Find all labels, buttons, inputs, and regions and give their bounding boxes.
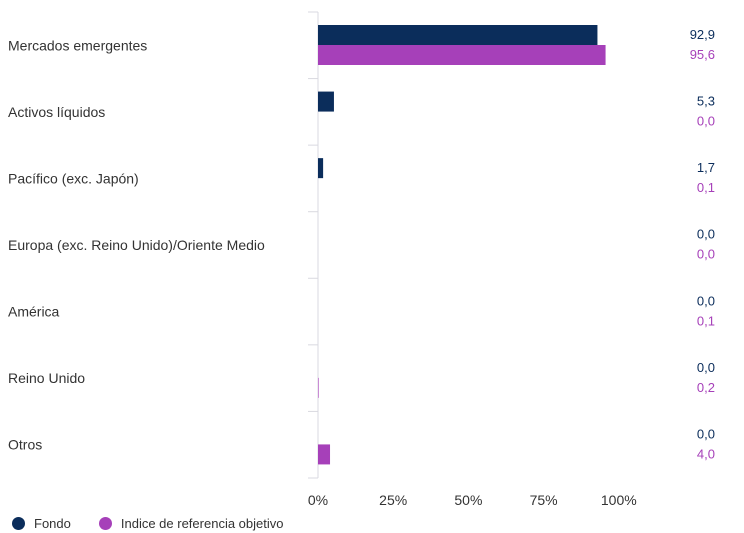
value-labels: 92,9 95,6 5,3 0,0 1,7 0,1 0,0 0,0 0,0 0,1 0,0 0,2 0,… (690, 27, 715, 461)
bar-fondo[interactable] (318, 25, 598, 45)
x-axis-ticks: 0% 25% 50% 75% 100% (308, 492, 637, 508)
value-label-fondo: 5,3 (697, 94, 715, 109)
x-tick-label: 75% (530, 492, 558, 508)
x-tick-label: 0% (308, 492, 328, 508)
x-tick-label: 50% (454, 492, 482, 508)
legend-swatch-fondo (12, 517, 25, 530)
legend-swatch-indice (98, 517, 112, 530)
value-label-indice: 0,0 (697, 247, 715, 262)
value-label-fondo: 92,9 (690, 27, 715, 42)
category-label: América (8, 304, 60, 320)
bar-indice[interactable] (318, 45, 606, 65)
value-label-indice: 4,0 (697, 446, 715, 461)
value-label-indice: 0,1 (697, 313, 715, 328)
category-label: Europa (exc. Reino Unido)/Oriente Medio (8, 237, 265, 253)
value-label-indice: 95,6 (690, 47, 715, 62)
value-label-indice: 0,1 (697, 180, 715, 195)
legend-item-fondo[interactable]: Fondo (12, 516, 71, 531)
value-label-fondo: 0,0 (697, 360, 715, 375)
category-label: Activos líquidos (8, 104, 105, 120)
bar-fondo[interactable] (318, 158, 324, 179)
bar-fondo[interactable] (318, 91, 334, 112)
value-label-fondo: 0,0 (697, 426, 715, 441)
legend-item-indice[interactable]: Indice de referencia objetivo (98, 516, 284, 531)
value-label-indice: 0,0 (697, 114, 715, 129)
value-label-fondo: 1,7 (697, 160, 715, 175)
category-label: Pacífico (exc. Japón) (8, 170, 139, 186)
bar-indice[interactable] (318, 377, 319, 398)
value-label-fondo: 0,0 (697, 293, 715, 308)
legend-label-fondo: Fondo (34, 516, 71, 531)
value-label-fondo: 0,0 (697, 227, 715, 242)
legend: Fondo Indice de referencia objetivo (12, 516, 311, 531)
bars (318, 25, 606, 465)
legend-label-indice: Indice de referencia objetivo (120, 516, 284, 531)
bar-indice[interactable] (318, 444, 331, 465)
x-tick-label: 25% (379, 492, 407, 508)
y-axis (308, 11, 319, 479)
category-labels: Mercados emergentes Activos líquidos Pacíf… (8, 37, 265, 452)
category-label: Otros (8, 437, 42, 453)
category-label: Reino Unido (8, 370, 85, 386)
x-tick-label: 100% (601, 492, 637, 508)
value-label-indice: 0,2 (697, 380, 715, 395)
category-label: Mercados emergentes (8, 37, 147, 53)
